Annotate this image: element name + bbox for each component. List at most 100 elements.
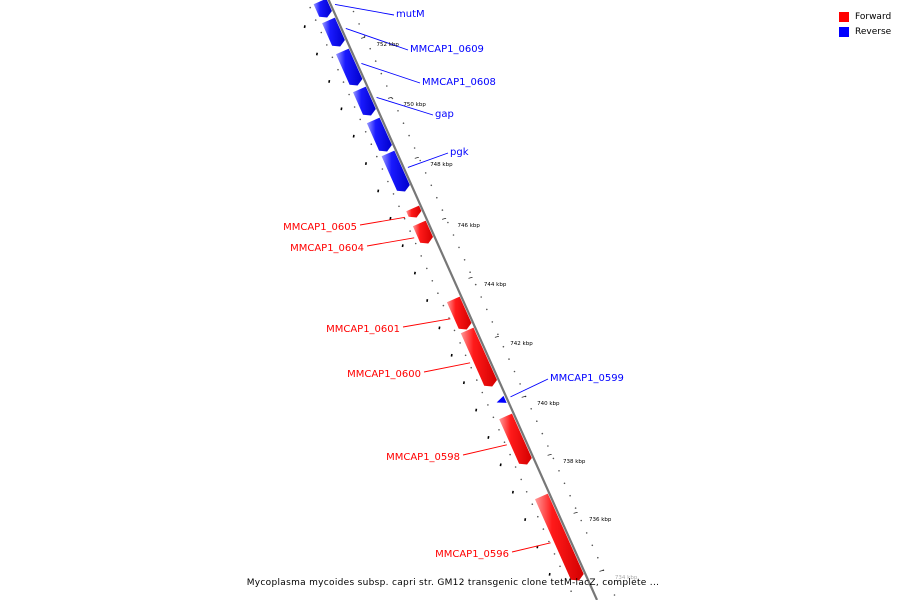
ruler-dot (342, 81, 345, 83)
ruler-dot (464, 354, 467, 357)
ruler-dot (470, 366, 473, 369)
ruler-dot (585, 532, 588, 534)
ruler-dot (408, 134, 410, 137)
ruler-dot (558, 470, 560, 472)
ruler-dot (459, 342, 461, 344)
ruler-dot (458, 246, 460, 249)
ruler-dot (487, 404, 489, 406)
ruler-dot (469, 271, 471, 274)
gene-label: gap (435, 109, 454, 120)
gene-connector (462, 444, 507, 456)
gene-connector (402, 318, 451, 328)
gene-block-reverse (381, 150, 410, 192)
ruler-dot (574, 507, 577, 509)
ruler-dot (537, 515, 539, 518)
ruler-dot (309, 6, 312, 9)
map-caption: Mycoplasma mycoides subsp. capri str. GM… (246, 578, 660, 588)
ruler-dot (536, 420, 538, 423)
gene-block-forward (446, 296, 472, 330)
ruler-dot (542, 528, 545, 530)
ruler-dot (569, 494, 571, 497)
ruler-dot (503, 441, 506, 444)
ruler-dot (453, 329, 456, 332)
ruler-dot (447, 221, 449, 224)
gene-label: mutM (396, 9, 425, 20)
ruler-dot (337, 68, 339, 71)
legend-item-forward: Forward (839, 9, 899, 24)
gene-label: MMCAP1_0608 (422, 77, 496, 88)
ruler-dot (498, 429, 500, 431)
tick-mark (547, 453, 552, 456)
ruler-dot (570, 590, 572, 592)
ruler-dot (419, 159, 422, 162)
ruler-dot (381, 168, 384, 170)
ruler-dot (413, 147, 416, 149)
gene-block-reverse (336, 48, 363, 86)
gene-block-forward (406, 205, 422, 218)
gene-block-reverse (313, 0, 332, 18)
ruler-dot (397, 110, 399, 112)
gene-connector (423, 362, 471, 373)
kbp-tick-label: 752 kbp (377, 42, 400, 48)
legend-forward-label: Forward (855, 11, 892, 22)
gene-label: MMCAP1_0609 (410, 44, 484, 55)
ruler-dot (531, 503, 534, 506)
ruler-dot (364, 131, 367, 133)
tick-mark (442, 217, 447, 220)
ruler-dot (376, 155, 378, 158)
gene-connector (359, 216, 406, 226)
ruler-dot (508, 358, 510, 360)
ruler-dot (441, 209, 444, 211)
ruler-dot (530, 408, 532, 410)
kbp-tick-label: 750 kbp (403, 102, 426, 108)
ruler-dot (559, 565, 561, 568)
gene-label: MMCAP1_0598 (386, 452, 460, 463)
ruler-dot (352, 10, 355, 13)
gene-label: MMCAP1_0600 (347, 369, 421, 380)
ruler-dot (392, 193, 395, 195)
gene-connector (361, 62, 421, 84)
tick-mark (573, 511, 578, 514)
ruler-dot (452, 234, 455, 236)
ruler-dot (476, 379, 478, 381)
ruler-dot (564, 577, 567, 580)
ruler-dot (448, 317, 450, 319)
kbp-tick-labels: 752 kbp 750 kbp 748 kbp 746 kbp 744 kbp 742 k… (361, 36, 638, 581)
kbp-tick-label: 742 kbp (510, 341, 533, 347)
gene-label: MMCAP1_0596 (435, 549, 509, 560)
gene-label: MMCAP1_0604 (290, 243, 364, 254)
ruler-dot (474, 283, 477, 286)
kbp-tick-label: 736 kbp (589, 517, 612, 523)
tick-mark (361, 36, 366, 39)
inner-ruler-dots (309, 6, 572, 592)
gene-block-forward (460, 327, 497, 387)
ruler-dot (363, 35, 366, 38)
kbp-tick-label: 740 kbp (537, 401, 560, 407)
ruler-dot (613, 594, 616, 596)
ruler-dot (509, 453, 511, 456)
tick-mark (521, 395, 526, 398)
ruler-dot (391, 97, 394, 100)
gene-connector (366, 237, 415, 247)
ruler-dot (519, 383, 521, 385)
ruler-dot (514, 466, 517, 468)
reverse-swatch (839, 26, 849, 37)
tick-mark (468, 276, 473, 279)
gene-connector (407, 152, 449, 168)
ruler-dot (580, 519, 582, 522)
ruler-dot (380, 72, 383, 75)
ruler-dot (387, 180, 389, 183)
ruler-dot (502, 345, 505, 348)
tick-mark (414, 156, 419, 159)
gene-connector (511, 542, 551, 553)
kbp-tick-label: 748 kbp (430, 162, 453, 168)
tick-mark (599, 569, 604, 572)
ruler-dot (420, 255, 423, 257)
legend: Forward Reverse (839, 9, 899, 39)
ruler-dot (331, 56, 334, 59)
ruler-dot (359, 118, 362, 121)
ruler-dot (513, 370, 516, 373)
ruler-dot (608, 581, 610, 584)
kbp-tick-label: 738 kbp (563, 459, 586, 465)
